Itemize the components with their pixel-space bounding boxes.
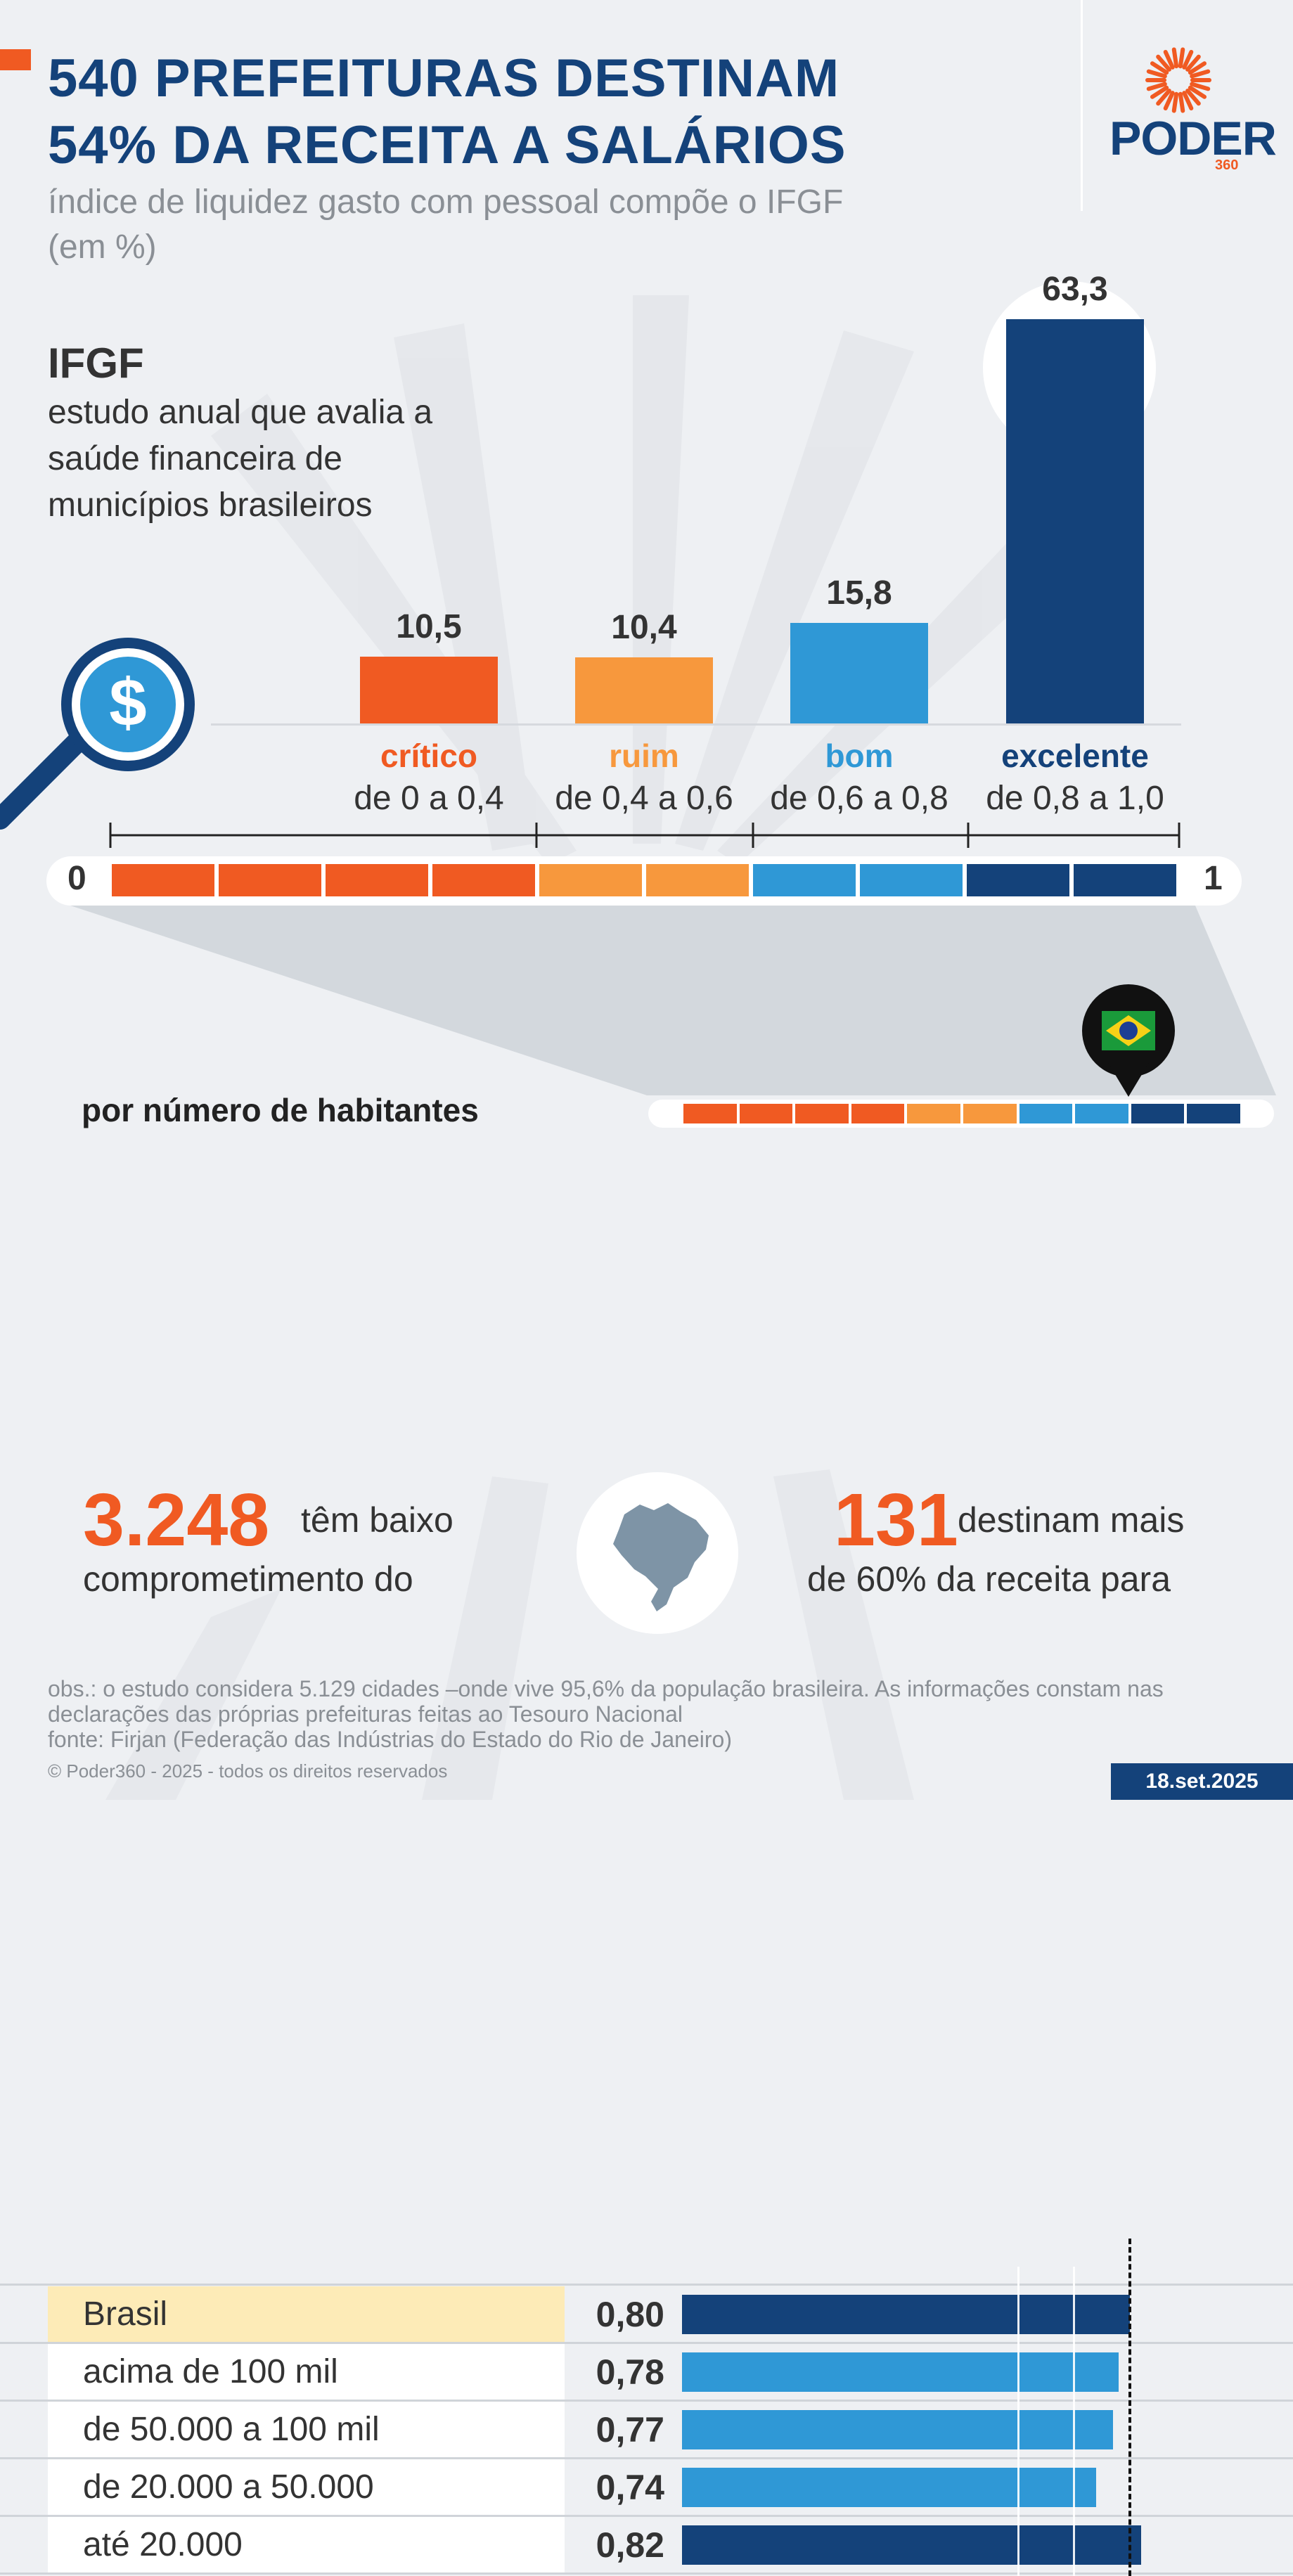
row-value: 0,78 xyxy=(596,2352,664,2392)
ifgf-heading: IFGF xyxy=(48,340,144,387)
category-label: bom xyxy=(825,738,894,774)
scale-min-label: 0 xyxy=(67,860,86,897)
mini-scale-segment xyxy=(683,1104,737,1123)
stat-number-1: 3.248 xyxy=(83,1479,270,1561)
row-label: de 20.000 a 50.000 xyxy=(48,2459,565,2516)
bar-value-label: 10,5 xyxy=(396,607,462,645)
bar-value-label: 10,4 xyxy=(611,608,677,646)
scale-segment xyxy=(753,864,856,896)
hbar-0 xyxy=(682,2295,1130,2334)
row-label: Brasil xyxy=(48,2286,565,2343)
stat-text-2b: de 60% da receita para xyxy=(807,1559,1171,1599)
range-brackets xyxy=(109,823,1181,848)
scale-segment xyxy=(1074,864,1176,896)
mini-scale-segment xyxy=(739,1104,793,1123)
bar-value-label: 15,8 xyxy=(826,574,892,612)
scale-segment xyxy=(326,864,428,896)
scale-segment xyxy=(539,864,642,896)
row-value: 0,82 xyxy=(596,2525,664,2565)
ifgf-description: estudo anual que avalia a saúde financei… xyxy=(48,394,433,524)
stat-text-1b: comprometimento do xyxy=(83,1559,413,1599)
svg-text:$: $ xyxy=(109,665,146,740)
mini-scale-segment xyxy=(795,1104,849,1123)
hbar-2 xyxy=(682,2410,1113,2449)
hbar-1 xyxy=(682,2352,1119,2392)
grid-line xyxy=(1073,2267,1076,2576)
mini-scale-segment xyxy=(907,1104,960,1123)
category-label: crítico xyxy=(380,738,478,774)
section-heading: por número de habitantes xyxy=(82,1092,479,1128)
stat-number-2: 131 xyxy=(834,1479,958,1561)
stat-text-1a: têm baixo xyxy=(301,1500,453,1540)
logo-name: PODER xyxy=(1109,112,1277,165)
scale-segment xyxy=(219,864,321,896)
hbar-4 xyxy=(682,2525,1141,2565)
row-label: acima de 100 mil xyxy=(48,2344,565,2400)
bar-1 xyxy=(575,657,713,723)
sun-burst-icon xyxy=(1145,47,1211,113)
copyright: © Poder360 - 2025 - todos os direitos re… xyxy=(48,1760,448,1782)
date-badge: 18.set.2025 xyxy=(1111,1763,1293,1800)
hbar-3 xyxy=(682,2468,1097,2507)
brazil-map-icon xyxy=(577,1472,738,1634)
header-divider xyxy=(1081,0,1083,211)
category-label: excelente xyxy=(1001,738,1149,774)
row-divider xyxy=(0,2572,1293,2575)
mini-scale-segment xyxy=(1131,1104,1185,1123)
row-value: 0,80 xyxy=(596,2295,664,2334)
accent-mark xyxy=(0,49,31,70)
row-value: 0,74 xyxy=(596,2468,664,2507)
grid-line xyxy=(1017,2267,1019,2576)
title-line-1: 540 PREFEITURAS DESTINAM xyxy=(48,49,840,108)
logo-sub: 360 xyxy=(1215,157,1239,173)
scale-max-label: 1 xyxy=(1204,860,1223,897)
footnote-line-1: obs.: o estudo considera 5.129 cidades –… xyxy=(48,1676,1164,1701)
title-line-2: 54% DA RECEITA A SALÁRIOS xyxy=(48,115,847,175)
scale-segment xyxy=(967,864,1069,896)
mini-scale-segment xyxy=(1019,1104,1073,1123)
scale-segment xyxy=(646,864,749,896)
mini-scale-segment xyxy=(1075,1104,1128,1123)
stat-text-2a: destinam mais xyxy=(958,1500,1185,1540)
category-range: de 0,4 a 0,6 xyxy=(555,780,733,817)
source-line: fonte: Firjan (Federação das Indústrias … xyxy=(48,1727,732,1752)
bar-0 xyxy=(360,656,498,723)
mini-scale-segment xyxy=(1187,1104,1240,1123)
page-title: 540 PREFEITURAS DESTINAM 54% DA RECEITA … xyxy=(48,45,847,179)
bar-2 xyxy=(790,622,928,723)
category-label: ruim xyxy=(609,738,679,774)
habitantes-table: Brasil 0,80 acima de 100 mil 0,78 de 50.000 … xyxy=(0,1142,1293,2576)
row-label: de 50.000 a 100 mil xyxy=(48,2402,565,2458)
category-range: de 0 a 0,4 xyxy=(354,780,504,817)
scale-segment xyxy=(432,864,535,896)
zoom-funnel xyxy=(70,906,1276,1095)
scale-segment xyxy=(860,864,963,896)
footnote: obs.: o estudo considera 5.129 cidades –… xyxy=(48,1676,1243,1752)
baseline xyxy=(211,723,1181,726)
row-label: até 20.000 xyxy=(48,2517,565,2573)
scale-segment xyxy=(112,864,214,896)
reference-line xyxy=(1128,2239,1131,2576)
category-range: de 0,8 a 1,0 xyxy=(986,780,1164,817)
mini-scale-segment xyxy=(963,1104,1017,1123)
magnifier-dollar-icon: $ xyxy=(0,638,195,830)
ifgf-distribution-chart: 10,5 crítico de 0 a 0,4 10,4 ruim de 0,4 a 0,… xyxy=(0,0,1293,914)
row-value: 0,77 xyxy=(596,2410,664,2449)
footnote-line-2: declarações das próprias prefeituras fei… xyxy=(48,1701,683,1727)
subtitle: índice de liquidez gasto com pessoal com… xyxy=(48,183,844,266)
bar-3 xyxy=(1006,319,1144,723)
category-range: de 0,6 a 0,8 xyxy=(770,780,948,817)
row-divider xyxy=(0,2284,1293,2286)
bar-value-label: 63,3 xyxy=(1042,271,1108,309)
mini-scale-segment xyxy=(851,1104,905,1123)
brazil-flag-marker xyxy=(1082,984,1175,1097)
